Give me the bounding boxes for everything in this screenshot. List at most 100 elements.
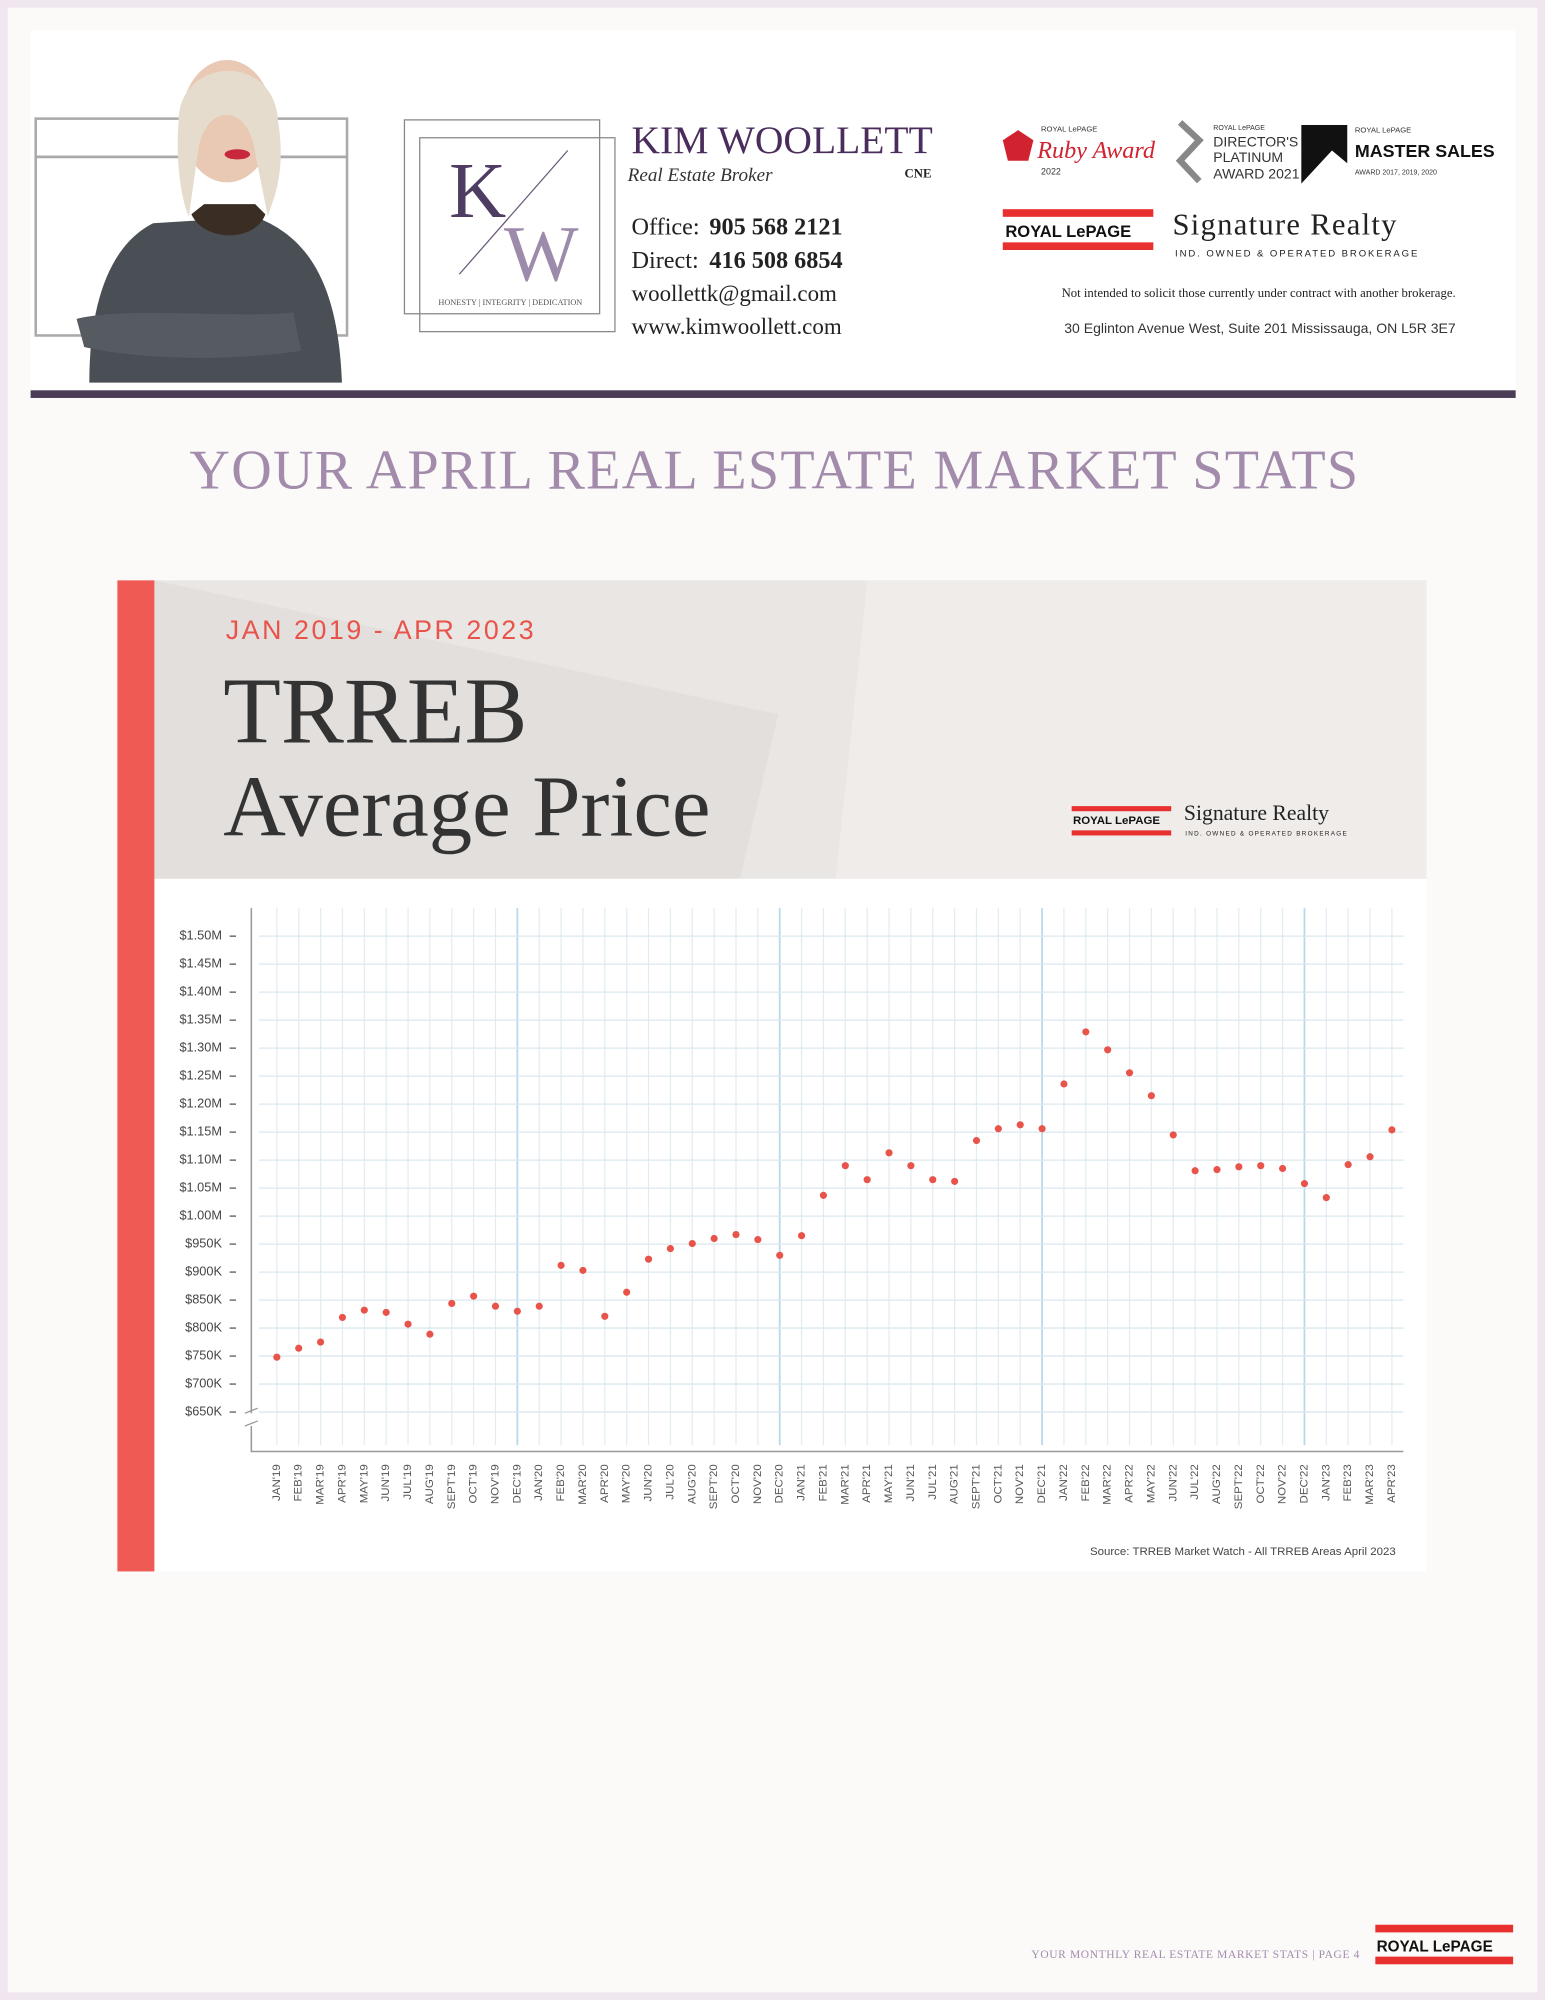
data-point — [798, 1232, 806, 1240]
data-point — [1300, 1180, 1309, 1188]
x-tick-label: MAY'19 — [358, 1464, 370, 1503]
y-tick-label: $1.10M — [179, 1151, 222, 1166]
x-tick-label: JUN'21 — [905, 1464, 917, 1501]
address: 30 Eglinton Avenue West, Suite 201 Missi… — [1064, 320, 1456, 336]
y-tick-label: $650K — [185, 1403, 222, 1418]
data-point — [776, 1251, 784, 1259]
data-point — [710, 1234, 718, 1243]
y-tick-label: $1.05M — [179, 1179, 222, 1194]
y-tick-label: $850K — [185, 1291, 222, 1306]
brand-name: ROYAL LePAGE — [1073, 815, 1160, 827]
award-line: AWARD 2017, 2019, 2020 — [1355, 170, 1437, 177]
data-point — [1060, 1080, 1068, 1088]
y-tick-label: $1.40M — [179, 984, 222, 999]
brand-name: ROYAL LePAGE — [1005, 222, 1131, 241]
x-tick-label: SEPT'19 — [446, 1464, 458, 1509]
email: woollettk@gmail.com — [632, 281, 838, 306]
award-line: MASTER SALES — [1355, 141, 1495, 161]
agent-role: Real Estate Broker — [627, 165, 773, 186]
agent-photo — [34, 59, 349, 383]
data-point — [1125, 1069, 1134, 1077]
x-tick-label: MAR'20 — [577, 1464, 589, 1504]
data-point — [426, 1330, 434, 1338]
data-point — [907, 1162, 915, 1170]
y-tick-label: $1.15M — [179, 1123, 222, 1138]
award-line: ROYAL LePAGE — [1213, 125, 1265, 132]
monogram-k: K — [449, 148, 506, 235]
contact-value: 905 568 2121 — [709, 214, 842, 241]
award-line: ROYAL LePAGE — [1355, 126, 1411, 135]
x-tick-label: AUG'19 — [424, 1464, 436, 1504]
chart-area — [154, 878, 1427, 1572]
data-point — [295, 1344, 303, 1352]
award-master: ROYAL LePAGE MASTER SALES AWARD 2017, 20… — [1301, 125, 1495, 184]
y-tick-label: $1.25M — [179, 1068, 222, 1083]
award-line: PLATINUM — [1213, 149, 1283, 165]
x-tick-label: FEB'20 — [555, 1464, 567, 1501]
y-tick-label: $1.35M — [179, 1012, 222, 1027]
x-tick-label: OCT'22 — [1255, 1464, 1267, 1503]
x-tick-label: JUL'19 — [402, 1464, 414, 1499]
footer-text: YOUR MONTHLY REAL ESTATE MARKET STATS | … — [1031, 1949, 1360, 1961]
award-line: ROYAL LePAGE — [1041, 124, 1097, 133]
data-point — [666, 1245, 674, 1253]
y-tick-label: $700K — [185, 1375, 222, 1390]
data-point — [623, 1288, 631, 1296]
data-point — [841, 1162, 849, 1170]
x-tick-label: JAN'22 — [1058, 1464, 1070, 1501]
x-tick-label: OCT'21 — [992, 1464, 1004, 1503]
contact-label: Office: — [632, 214, 700, 241]
x-tick-label: AUG'21 — [949, 1464, 961, 1504]
x-tick-label: DEC'20 — [774, 1464, 786, 1503]
data-point — [1388, 1126, 1396, 1134]
y-tick-label: $1.50M — [179, 928, 222, 943]
agent-designation: CNE — [905, 166, 932, 180]
data-point — [273, 1353, 281, 1361]
monogram-w: W — [504, 212, 579, 299]
x-tick-label: JUL'21 — [927, 1464, 939, 1499]
data-point — [863, 1176, 871, 1184]
page-title: YOUR APRIL REAL ESTATE MARKET STATS — [189, 440, 1359, 502]
data-point — [491, 1302, 500, 1310]
award-line: AWARD 2021 — [1213, 166, 1299, 182]
axis-break — [244, 1407, 258, 1427]
x-tick-label: MAR'22 — [1102, 1464, 1114, 1504]
x-tick-label: SEPT'20 — [708, 1464, 720, 1509]
x-tick-label: JUL'20 — [664, 1464, 676, 1499]
data-point — [1279, 1164, 1287, 1173]
award-line: Ruby Award — [1036, 137, 1156, 164]
x-tick-label: JAN'23 — [1320, 1464, 1332, 1501]
x-tick-label: MAY'20 — [621, 1464, 633, 1503]
data-point — [951, 1177, 959, 1185]
chart-title: Average Price — [223, 758, 710, 854]
y-tick-label: $750K — [185, 1347, 222, 1362]
x-tick-label: MAY'21 — [883, 1464, 895, 1503]
award-platinum: ROYAL LePAGE DIRECTOR'S PLATINUM AWARD 2… — [1175, 120, 1300, 184]
x-tick-label: MAY'22 — [1145, 1464, 1157, 1503]
x-tick-label: DEC'22 — [1298, 1464, 1310, 1503]
data-point — [644, 1255, 653, 1263]
x-tick-label: NOV'22 — [1277, 1464, 1289, 1504]
accent-bar — [117, 580, 155, 1572]
y-tick-label: $900K — [185, 1263, 222, 1278]
data-point — [819, 1191, 828, 1199]
data-point — [404, 1320, 412, 1328]
data-point — [929, 1176, 937, 1184]
y-tick-label: $1.45M — [179, 956, 222, 971]
award-line: 2022 — [1041, 167, 1061, 177]
data-point — [382, 1308, 390, 1316]
data-point — [579, 1266, 587, 1274]
chart-source: Source: TRREB Market Watch - All TRREB A… — [1090, 1546, 1396, 1558]
data-point — [1235, 1163, 1243, 1171]
brand-name: ROYAL LePAGE — [1377, 1939, 1493, 1956]
x-tick-label: NOV'19 — [490, 1464, 502, 1504]
data-point — [754, 1236, 762, 1244]
brokerage-tagline: IND. OWNED & OPERATED BROKERAGE — [1185, 830, 1348, 837]
data-point — [1016, 1121, 1024, 1129]
logo-motto: HONESTY | INTEGRITY | DEDICATION — [438, 298, 582, 307]
x-tick-label: JAN'20 — [533, 1464, 545, 1501]
chart-brand: ROYAL LePAGE Signature Realty IND. OWNED… — [1071, 801, 1348, 837]
data-point — [1147, 1092, 1155, 1100]
brokerage-name: Signature Realty — [1172, 208, 1397, 242]
